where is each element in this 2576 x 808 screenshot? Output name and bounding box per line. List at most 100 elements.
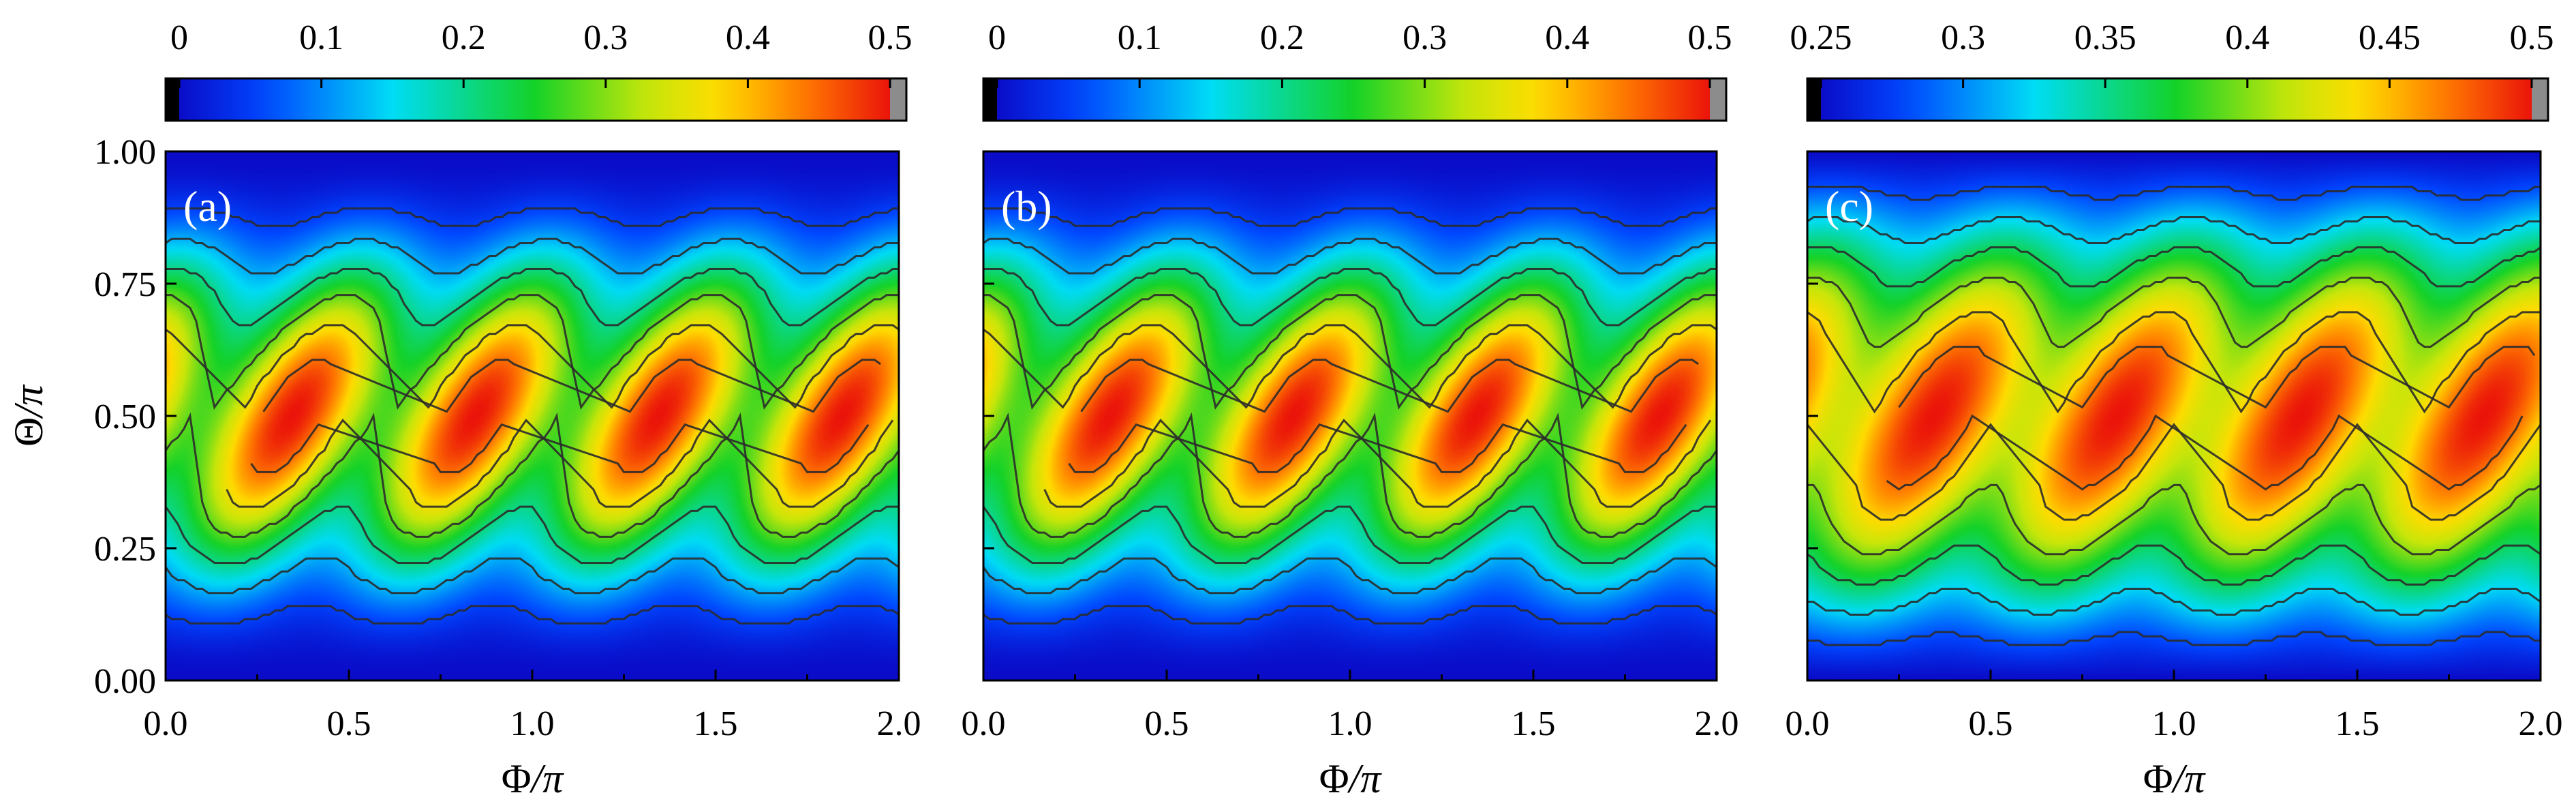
colorbar-tick-label: 0: [170, 18, 188, 57]
y-tick-label: 0.25: [94, 530, 156, 569]
y-tick-label: 1.00: [94, 133, 156, 172]
x-tick-label: 0.0: [144, 704, 188, 743]
contour-level-1: [166, 207, 899, 227]
colorbar-overflow: [890, 78, 906, 121]
contour-level-1: [983, 605, 1717, 625]
contour-level-5: [1807, 311, 2541, 414]
x-axis-symbol: Φ: [502, 756, 532, 801]
colorbar-tick-label: 0.45: [2359, 18, 2421, 57]
y-axis-title: Θ/π: [6, 384, 51, 447]
x-axis-symbol: Φ: [1319, 756, 1349, 801]
x-axis-symbol: Φ: [2143, 756, 2173, 801]
contour-level-2: [983, 237, 1717, 275]
panel-3: 0.0 0.5 1.0 1.5 2.0Φ/π(c)0.25 0.3 0.35 0.4 0.45 0…: [1785, 18, 2563, 801]
contour-level-5: [1043, 418, 1712, 508]
y-axis-symbol: Θ: [6, 417, 51, 447]
contour-level-3: [1807, 544, 2541, 586]
x-tick-label: 0.5: [327, 704, 371, 743]
x-tick-label: 2.0: [2519, 704, 2563, 743]
x-tick-label: 1.5: [1512, 704, 1556, 743]
colorbar: 0.25 0.3 0.35 0.4 0.45 0.5: [1790, 18, 2554, 122]
x-axis-unit: /π: [530, 756, 565, 801]
heatmap-field: [983, 151, 1717, 680]
x-tick-label: 1.0: [510, 704, 555, 743]
x-tick-label: 1.0: [1328, 704, 1373, 743]
colorbar-tick-label: 0: [988, 18, 1006, 57]
contour-level-3: [164, 505, 899, 564]
y-tick-label: 0.00: [94, 662, 156, 701]
colorbar-gradient: [997, 78, 1710, 121]
colorbar-tick-label: 0.4: [2225, 18, 2269, 57]
contour-level-6: [1068, 423, 1687, 473]
colorbar-gradient: [1821, 78, 2532, 121]
contour-lines: [164, 207, 900, 625]
contour-level-2: [164, 557, 900, 595]
heatmap-field: [166, 151, 899, 680]
x-tick-label: 1.0: [2152, 704, 2196, 743]
contour-level-4: [1807, 276, 2541, 348]
colorbar-frame: [1806, 77, 2549, 122]
contour-level-4: [983, 294, 1717, 410]
panel-label: (a): [183, 182, 232, 230]
contour-level-2: [1807, 588, 2541, 616]
contour-level-6: [1080, 359, 1699, 413]
contour-lines: [1806, 185, 2542, 646]
colorbar-tick-label: 0.2: [442, 18, 486, 57]
panel-2: 0.0 0.5 1.0 1.5 2.0 Φ/π (b) 0 0.1 0.2 0.3 0.4 0.5: [962, 18, 1739, 801]
colorbar-tick-label: 0.3: [583, 18, 628, 57]
x-tick-label: 0.0: [1785, 704, 1830, 743]
contour-level-1: [165, 605, 900, 625]
contour-level-6: [1886, 414, 2524, 491]
x-axis-title: Φ/π: [1319, 756, 1383, 801]
colorbar: 0 0.1 0.2 0.3 0.4 0.5: [982, 18, 1732, 122]
contour-level-1: [1807, 185, 2541, 201]
x-axis-unit: /π: [2171, 756, 2207, 801]
contour-level-5: [165, 324, 900, 409]
colorbar-tick-label: 0.25: [1790, 18, 1852, 57]
y-axis-unit: /π: [6, 384, 51, 419]
y-tick-label: 0.50: [94, 398, 156, 436]
contour-level-3: [982, 505, 1717, 564]
x-tick-label: 2.0: [877, 704, 921, 743]
x-tick-label: 0.0: [962, 704, 1006, 743]
contour-level-5: [226, 418, 894, 508]
x-tick-label: 1.5: [2335, 704, 2380, 743]
contour-level-4: [164, 412, 900, 538]
colorbar-underflow: [166, 78, 179, 121]
x-tick-label: 2.0: [1695, 704, 1739, 743]
contour-level-6: [262, 359, 881, 413]
contour-level-1: [1807, 631, 2541, 646]
contour-level-4: [1807, 483, 2541, 556]
contour-level-1: [983, 207, 1717, 227]
x-tick-label: 0.5: [1969, 704, 2013, 743]
contour-level-2: [165, 237, 899, 275]
contour-level-4: [982, 412, 1718, 538]
colorbar-overflow: [1710, 78, 1726, 121]
x-axis-unit: /π: [1347, 756, 1383, 801]
panel-label: (c): [1825, 182, 1873, 230]
y-tick-label: 0.75: [94, 265, 156, 304]
contour-level-5: [983, 324, 1717, 409]
x-axis-title: Φ/π: [2143, 756, 2207, 801]
colorbar-tick-label: 0.5: [868, 18, 913, 57]
colorbar-tick-label: 0.1: [299, 18, 343, 57]
panel-label: (b): [1001, 182, 1052, 230]
contour-level-3: [983, 268, 1717, 327]
colorbar-frame: [982, 77, 1728, 122]
colorbar-frame: [164, 77, 908, 122]
colorbar-tick-label: 0.4: [1545, 18, 1589, 57]
colorbar-tick-label: 0.2: [1260, 18, 1304, 57]
colorbar-tick-label: 0.3: [1402, 18, 1447, 57]
colorbar-tick-label: 0.4: [726, 18, 770, 57]
contour-level-5: [1806, 423, 2542, 521]
colorbar-tick-label: 0.35: [2074, 18, 2136, 57]
colorbar-gradient: [179, 78, 890, 121]
contour-level-3: [1807, 246, 2541, 288]
colorbar-tick-label: 0.5: [2510, 18, 2554, 57]
panel-1: 0.0 0.5 1.0 1.5 2.0Φ/π0.000.250.500.751.00Θ/…: [6, 18, 921, 801]
contour-level-6: [250, 423, 870, 473]
contour-level-2: [982, 557, 1717, 595]
contour-level-4: [166, 294, 899, 410]
contour-level-3: [166, 268, 899, 327]
